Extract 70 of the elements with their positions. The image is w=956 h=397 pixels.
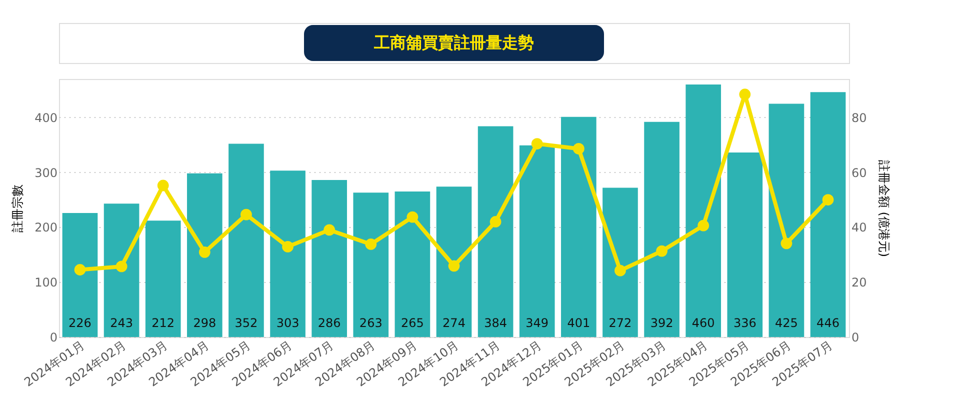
point bbox=[157, 180, 169, 192]
bar bbox=[270, 170, 306, 337]
bar bbox=[353, 192, 389, 337]
point bbox=[448, 260, 460, 272]
point bbox=[406, 211, 418, 223]
bar bbox=[519, 145, 555, 337]
point bbox=[74, 264, 86, 276]
point bbox=[490, 216, 502, 228]
data-label: 425 bbox=[775, 316, 798, 330]
data-label: 384 bbox=[484, 316, 508, 330]
bar bbox=[145, 220, 181, 337]
y2-tick-label: 0 bbox=[852, 330, 860, 344]
data-label: 401 bbox=[567, 316, 590, 330]
point bbox=[116, 260, 128, 272]
bar bbox=[727, 152, 763, 337]
point bbox=[282, 241, 294, 252]
point bbox=[614, 264, 626, 276]
data-label: 303 bbox=[276, 316, 300, 330]
y-tick-label: 400 bbox=[34, 110, 58, 125]
bar bbox=[810, 92, 846, 337]
bar bbox=[312, 180, 347, 337]
y2-tick-label: 40 bbox=[852, 220, 867, 235]
bar bbox=[394, 192, 430, 337]
data-label: 286 bbox=[318, 316, 341, 330]
point bbox=[656, 245, 668, 257]
data-label: 226 bbox=[68, 316, 92, 330]
y-axis-title: 註冊宗數 bbox=[10, 184, 25, 232]
point bbox=[572, 143, 584, 154]
bar bbox=[228, 144, 264, 337]
data-label: 298 bbox=[193, 316, 216, 330]
point bbox=[822, 194, 834, 206]
data-label: 272 bbox=[608, 316, 632, 330]
y2-tick-label: 60 bbox=[852, 166, 867, 180]
point bbox=[739, 88, 751, 100]
bar bbox=[186, 173, 222, 337]
point bbox=[780, 238, 792, 250]
bar bbox=[104, 204, 140, 337]
bar bbox=[436, 186, 472, 337]
data-label: 336 bbox=[733, 316, 756, 330]
y-tick-label: 300 bbox=[34, 166, 58, 180]
y2-axis-title: 註冊金額 (億港元) bbox=[876, 160, 891, 258]
data-label: 460 bbox=[692, 316, 715, 330]
bar bbox=[478, 126, 514, 337]
point bbox=[198, 246, 210, 258]
point bbox=[365, 238, 377, 250]
data-label: 349 bbox=[526, 316, 549, 330]
data-label: 446 bbox=[816, 316, 840, 330]
y-tick-label: 100 bbox=[34, 276, 58, 290]
bar bbox=[768, 104, 804, 337]
bar bbox=[561, 116, 596, 337]
point bbox=[324, 224, 336, 236]
point bbox=[698, 220, 710, 232]
data-label: 274 bbox=[442, 316, 466, 330]
bar bbox=[602, 188, 638, 337]
data-label: 212 bbox=[152, 316, 175, 330]
data-label: 243 bbox=[110, 316, 133, 330]
data-label: 265 bbox=[400, 316, 424, 330]
y2-tick-label: 80 bbox=[852, 110, 867, 125]
data-label: 352 bbox=[234, 316, 258, 330]
chart-title: 工商舖買賣註冊量走勢 bbox=[373, 33, 534, 52]
bar bbox=[62, 212, 98, 337]
point bbox=[531, 138, 543, 150]
y2-tick-label: 20 bbox=[852, 276, 867, 290]
data-label: 263 bbox=[359, 316, 382, 330]
point bbox=[240, 208, 252, 220]
bar bbox=[644, 122, 680, 337]
y-tick-label: 200 bbox=[34, 220, 58, 235]
bar bbox=[686, 84, 722, 337]
y-tick-label: 0 bbox=[50, 330, 58, 344]
data-label: 392 bbox=[650, 316, 674, 330]
